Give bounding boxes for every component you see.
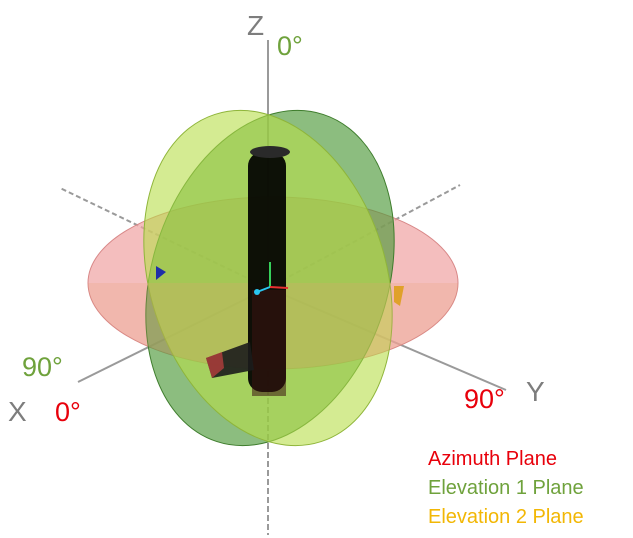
triad-y (269, 286, 289, 289)
legend-azimuth-plane: Azimuth Plane (428, 448, 557, 470)
legend: Azimuth Plane Elevation 1 Plane Elevatio… (428, 448, 584, 528)
y-axis-label: Y (526, 376, 545, 407)
origin-triad (254, 262, 289, 295)
legend-elevation-1-plane: Elevation 1 Plane (428, 477, 584, 499)
azimuth-zero-label: 0° (55, 397, 81, 427)
blue-edge-marker (156, 266, 166, 280)
z-axis-label: Z (247, 10, 264, 41)
azimuth-ninety-label: 90° (464, 384, 505, 414)
x-axis-label: X (8, 396, 27, 427)
device-body (206, 146, 290, 396)
device-top-cap (250, 146, 290, 158)
elevation-zero-label: 0° (277, 31, 303, 61)
device-connector-tip (206, 352, 224, 378)
orange-edge-marker (394, 286, 404, 306)
elevation-ninety-label: 90° (22, 352, 63, 382)
legend-elevation-2-plane: Elevation 2 Plane (428, 506, 584, 528)
device-lower-bar (252, 290, 286, 396)
triad-x-dot (254, 289, 260, 295)
